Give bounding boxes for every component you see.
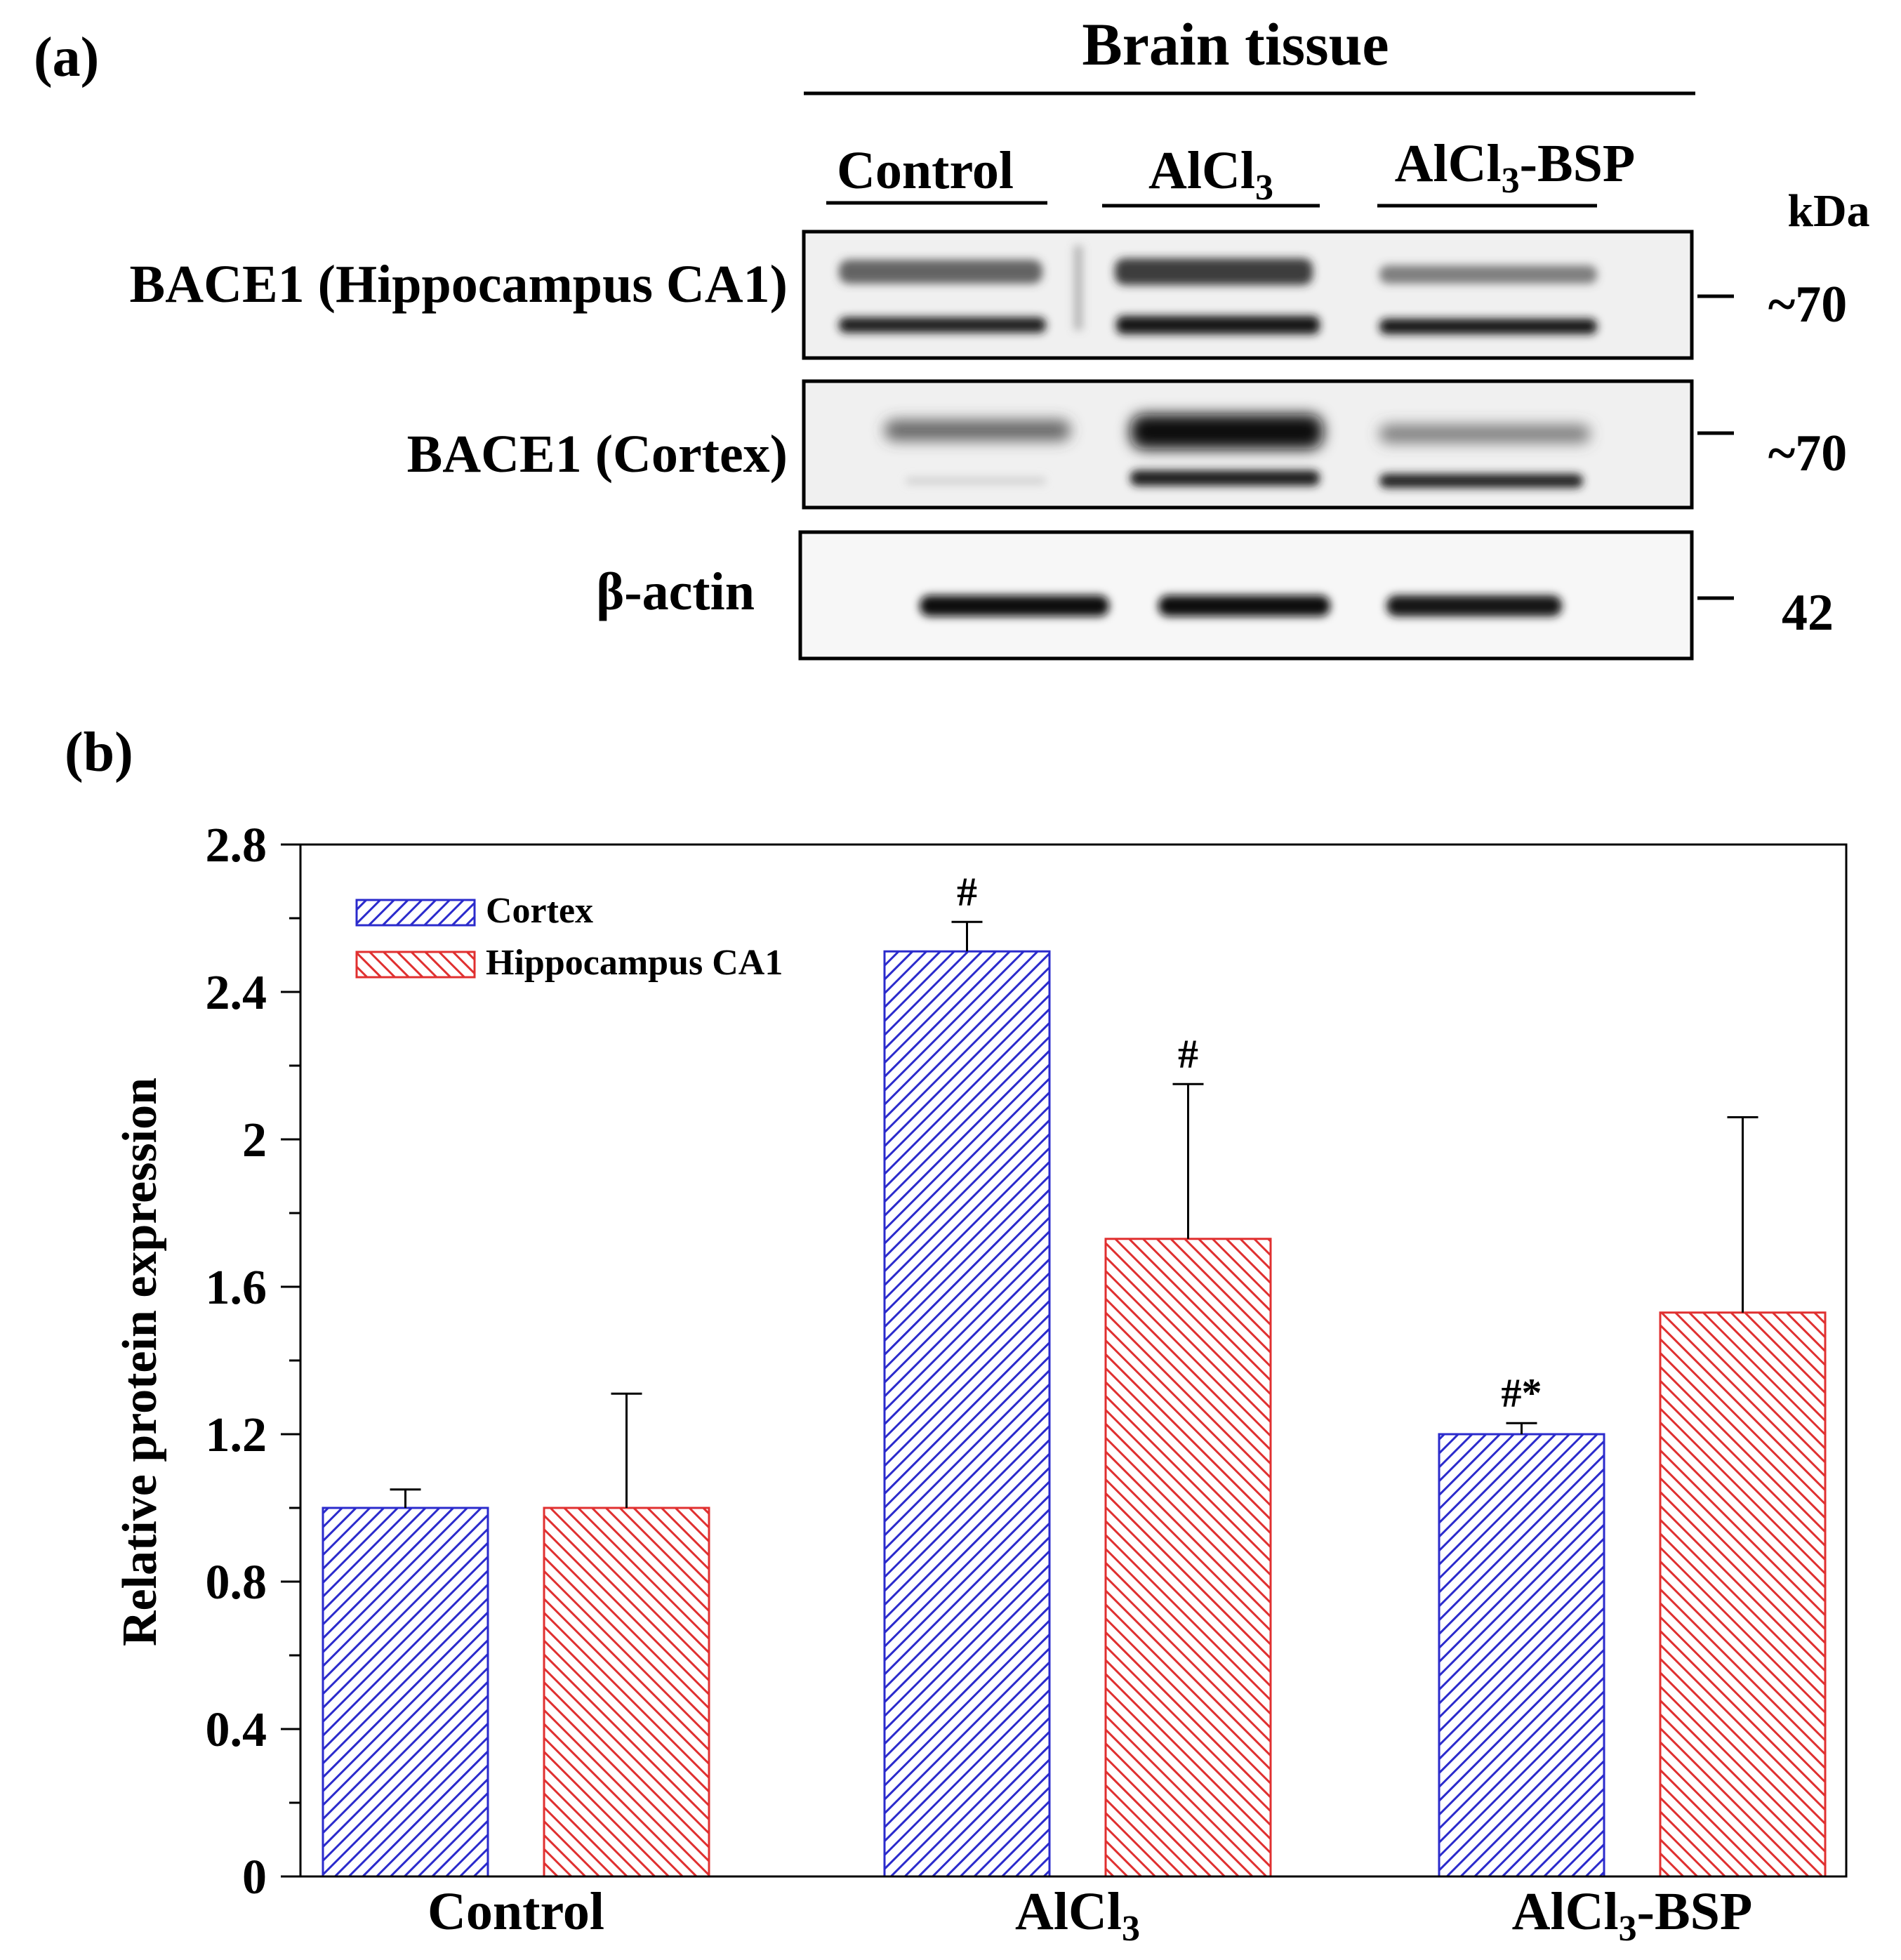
y-tick-label: 2.8 [206,819,267,873]
y-tick-label: 0 [242,1850,267,1905]
legend-label-cortex: Cortex [486,891,593,931]
panel-a-label: (a) [34,27,99,88]
bar-hippocampus-ca1 [1104,1238,1272,1878]
y-tick-label: 2.4 [206,966,267,1020]
significance-marker: #* [1502,1370,1542,1415]
blot-kda-beta-actin: 42 [1782,584,1834,642]
blot-group-label-control: Control [837,141,1014,200]
blot-kda-cortex: ~70 [1768,425,1847,482]
y-tick-label: 0.4 [206,1703,267,1757]
plot-area-frame [299,843,1848,1878]
panel-b-label: (b) [65,722,133,783]
blot-group-label-alcl3-bsp: AlCl3-BSP [1395,134,1636,201]
bar-marks: # #* # [322,868,1827,1878]
bar-cortex [883,950,1051,1878]
significance-marker: # [957,868,977,914]
bar-cortex [1438,1433,1605,1878]
legend-label-hippocampus: Hippocampus CA1 [486,943,783,983]
y-tick-label: 2 [242,1113,267,1167]
blot-header: Brain tissue [1082,11,1389,78]
x-tick-label-alcl3-bsp: AlCl3-BSP [1512,1882,1753,1949]
bar-cortex [322,1507,489,1878]
y-tick-label: 0.8 [206,1556,267,1610]
panel-a: (a) Brain tissue Control AlCl3 AlCl3-BSP… [34,11,1870,661]
bar-hippocampus-ca1 [1659,1311,1827,1878]
significance-marker: # [1178,1031,1198,1076]
panel-b: (b) # #* # 0 0.4 0.8 1.2 1.6 2 2.4 2.8 Relative p… [65,722,1848,1949]
legend-swatch-cortex [355,899,476,927]
y-tick-label: 1.2 [206,1408,267,1462]
blot-row-label-bace1-hippocampus: BACE1 (Hippocampus CA1) [130,255,788,314]
bar-chart: # #* # 0 0.4 0.8 1.2 1.6 2 2.4 2.8 Relative prote… [113,819,1848,1949]
blot-strip-beta-actin [798,530,1694,661]
y-axis-ticks [281,843,300,1878]
kda-label: kDa [1787,185,1869,237]
blot-group-label-alcl3: AlCl3 [1148,141,1273,208]
y-tick-labels: 0 0.4 0.8 1.2 1.6 2 2.4 2.8 [206,819,267,1905]
blot-strip-bace1-cortex [802,379,1694,510]
blot-kda-hippocampus: ~70 [1768,276,1847,333]
y-axis-label: Relative protein expression [113,1078,167,1646]
blot-strip-bace1-hippocampus [802,230,1694,360]
legend: Cortex Hippocampus CA1 [355,891,783,983]
y-tick-label: 1.6 [206,1261,267,1315]
blot-row-label-bace1-cortex: BACE1 (Cortex) [407,425,788,484]
blot-row-label-beta-actin: β-actin [596,562,755,621]
x-tick-label-alcl3: AlCl3 [1015,1882,1140,1949]
bar-hippocampus-ca1 [543,1507,710,1878]
legend-swatch-hippocampus [355,951,476,979]
x-tick-label-control: Control [428,1882,604,1941]
